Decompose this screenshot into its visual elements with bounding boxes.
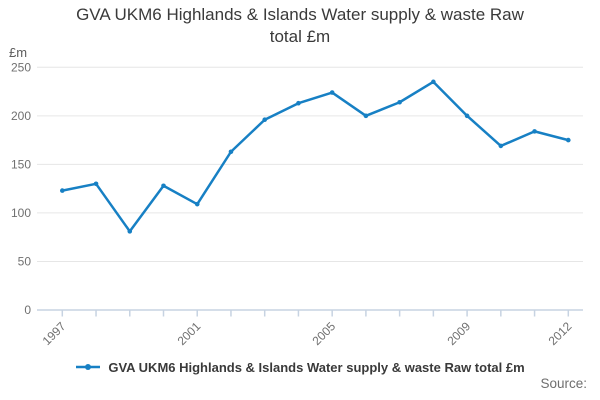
data-point bbox=[498, 143, 504, 149]
x-tick-label: 2009 bbox=[444, 319, 473, 348]
x-tick-label: 2012 bbox=[546, 319, 575, 348]
data-point bbox=[532, 129, 537, 134]
data-point bbox=[329, 90, 335, 95]
x-tick-label: 1997 bbox=[40, 319, 69, 348]
data-point bbox=[262, 117, 268, 123]
legend-item[interactable]: GVA UKM6 Highlands & Islands Water suppl… bbox=[75, 359, 525, 375]
data-point bbox=[194, 201, 200, 207]
y-tick-label: 100 bbox=[11, 206, 31, 220]
data-point bbox=[464, 113, 470, 119]
data-point bbox=[296, 100, 301, 106]
data-point bbox=[397, 99, 402, 105]
y-axis-unit-label: £m bbox=[9, 45, 28, 60]
y-tick-label: 0 bbox=[24, 303, 31, 317]
line-chart: 0 50 100 150 200 250 1997 2001 2005 2009 2012 bbox=[11, 60, 583, 348]
data-point bbox=[363, 113, 369, 119]
chart-title-line1: GVA UKM6 Highlands & Islands Water suppl… bbox=[76, 5, 524, 24]
data-point bbox=[161, 183, 166, 189]
data-point bbox=[566, 137, 571, 143]
legend: GVA UKM6 Highlands & Islands Water suppl… bbox=[0, 357, 600, 377]
source-label: Source: bbox=[540, 376, 587, 391]
data-point bbox=[93, 181, 99, 187]
chart-title-line2: total £m bbox=[269, 27, 331, 46]
x-tick-label: 2001 bbox=[175, 319, 204, 348]
legend-label: GVA UKM6 Highlands & Islands Water suppl… bbox=[108, 359, 525, 375]
data-point bbox=[127, 229, 133, 234]
y-tick-label: 50 bbox=[18, 254, 32, 268]
y-tick-label: 200 bbox=[11, 109, 31, 123]
legend-line-marker-icon bbox=[76, 364, 101, 370]
y-tick-label: 250 bbox=[11, 60, 31, 74]
y-tick-label: 150 bbox=[11, 157, 31, 171]
data-point bbox=[60, 188, 65, 193]
data-line bbox=[61, 80, 570, 233]
chart-title: GVA UKM6 Highlands & Islands Water suppl… bbox=[0, 4, 600, 48]
data-point bbox=[228, 149, 234, 155]
data-point bbox=[431, 79, 436, 85]
x-tick-label: 2005 bbox=[310, 319, 339, 348]
